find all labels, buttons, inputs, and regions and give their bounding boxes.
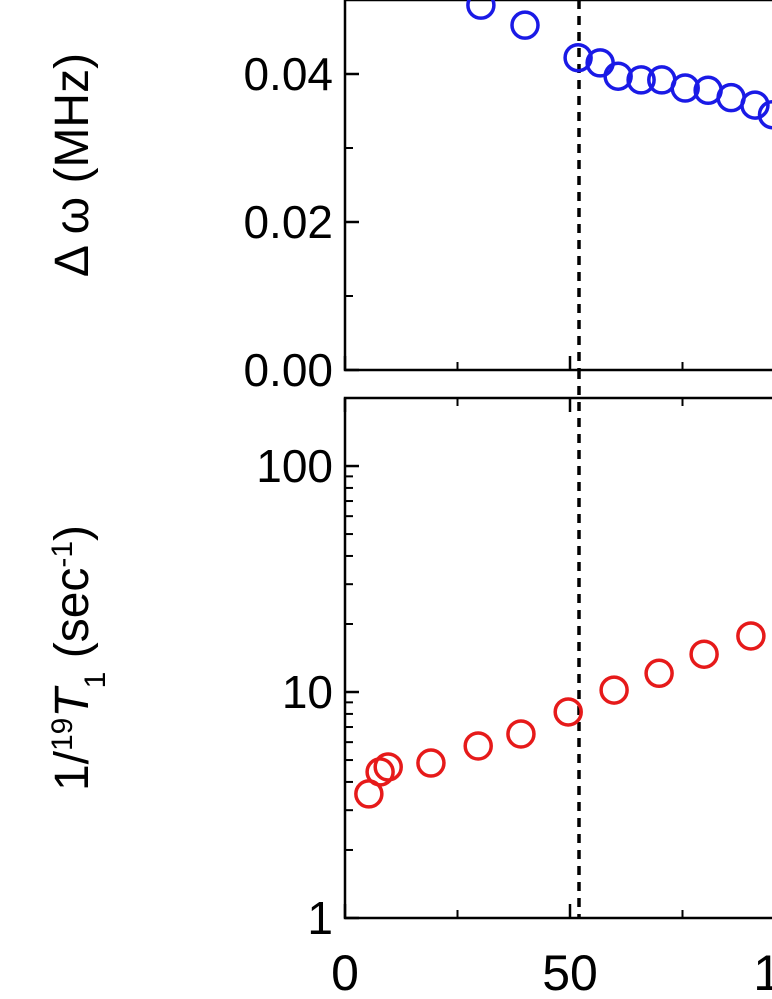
data-point	[757, 99, 772, 130]
data-point	[599, 675, 629, 705]
y-tick-label: 100	[256, 440, 333, 492]
y-tick-label: 0.00	[243, 344, 333, 396]
axes-frame	[343, 0, 772, 372]
data-point	[563, 42, 593, 73]
y-axis-label: Δ ω (MHz)	[46, 53, 99, 277]
y-tick-label: 0.02	[243, 196, 333, 248]
data-point	[716, 82, 746, 113]
axes-frame	[343, 396, 772, 920]
y-tick-label: 10	[282, 666, 333, 718]
x-tick-label: 0	[331, 945, 359, 999]
data-point	[689, 639, 719, 669]
y-axis-label-part: 19	[46, 718, 79, 751]
data-point	[736, 621, 766, 651]
x-tick-label: 50	[542, 945, 598, 999]
data-point	[626, 65, 656, 95]
y-axis-label-part: (sec	[46, 568, 99, 672]
y-axis-label-part: )	[46, 525, 99, 541]
y-tick-label: 1	[307, 892, 333, 944]
data-point	[553, 697, 583, 727]
y-axis-label-part: T	[46, 685, 99, 718]
y-axis-label: 1/19T1 (sec-1)	[46, 525, 112, 791]
data-point	[740, 90, 770, 120]
y-axis-label-part: 1/	[46, 750, 99, 791]
y-axis-label-part: 1	[79, 672, 112, 689]
data-point	[373, 752, 403, 782]
data-point	[463, 731, 493, 761]
data-point	[644, 658, 674, 689]
data-point	[466, 0, 496, 20]
data-point	[510, 10, 540, 40]
data-point	[670, 73, 700, 103]
data-point	[603, 61, 633, 91]
data-point	[416, 748, 446, 778]
x-tick-label: 100	[753, 945, 772, 999]
y-tick-label: 0.04	[243, 48, 333, 100]
y-axis-label-part: -1	[46, 541, 79, 568]
data-point	[506, 719, 536, 749]
